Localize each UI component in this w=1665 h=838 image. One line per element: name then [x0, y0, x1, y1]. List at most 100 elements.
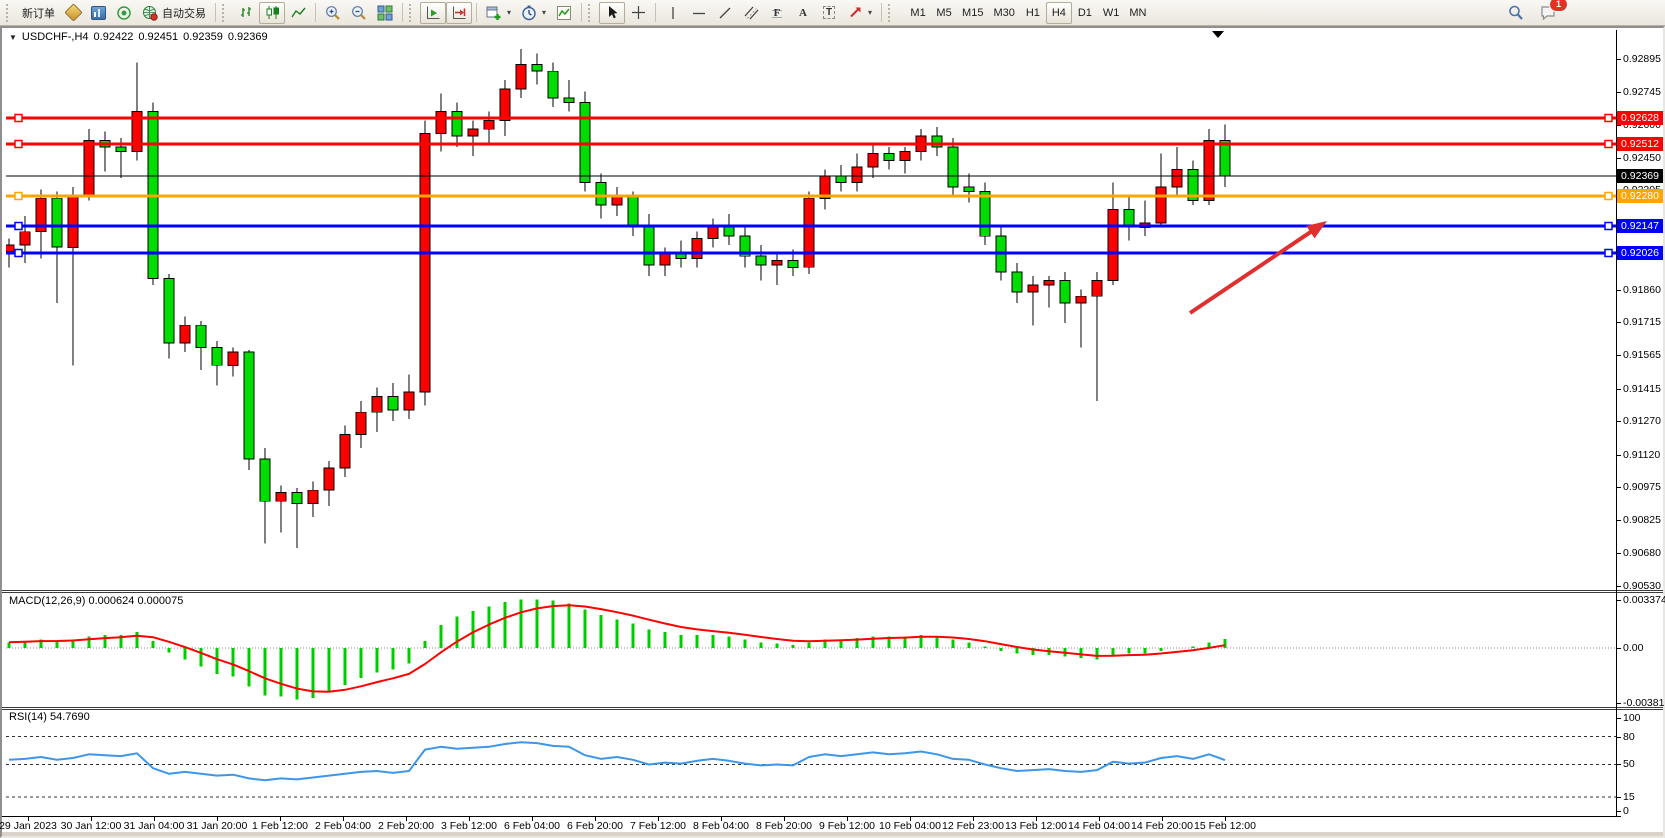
- arrows-dropdown[interactable]: ▾: [868, 8, 873, 17]
- candlestick-chart-button[interactable]: [259, 1, 285, 24]
- price-level-badge[interactable]: 0.92512: [1617, 137, 1663, 152]
- signals-button[interactable]: [111, 2, 137, 24]
- timeframe-button-h4[interactable]: H4: [1045, 1, 1072, 24]
- timeframe-button-m5[interactable]: M5: [931, 2, 957, 24]
- new-order-button[interactable]: 新订单: [17, 2, 60, 24]
- line-handle[interactable]: [14, 221, 23, 231]
- price-axis-tick: [1616, 58, 1621, 60]
- community-button[interactable]: [86, 2, 111, 24]
- arrow-annotation-head[interactable]: [1306, 221, 1327, 239]
- timeframe-button-d1[interactable]: D1: [1072, 2, 1098, 24]
- chart-ohlc-line: ▼ USDCHF-,H4 0.92422 0.92451 0.92359 0.9…: [9, 31, 268, 43]
- crosshair-button[interactable]: [625, 2, 651, 24]
- line-handle[interactable]: [14, 248, 23, 258]
- line-handle[interactable]: [1604, 248, 1613, 258]
- metaeditor-button[interactable]: [60, 2, 86, 24]
- label-tool-button[interactable]: T: [816, 2, 842, 24]
- candlestick-chart-icon: [264, 5, 280, 21]
- price-axis-label: 0.91270: [1623, 415, 1661, 428]
- price-pane[interactable]: [6, 30, 1616, 590]
- timeframe-button-m15[interactable]: M15: [957, 2, 988, 24]
- line-handle[interactable]: [1604, 221, 1613, 231]
- timeframe-button-mn[interactable]: MN: [1124, 2, 1151, 24]
- price-axis-line: [1616, 30, 1617, 816]
- timeframe-button-m1[interactable]: M1: [905, 2, 931, 24]
- arrow-annotation[interactable]: [1188, 228, 1315, 315]
- price-level-badge[interactable]: 0.92369: [1617, 169, 1663, 184]
- candle-body: [867, 153, 879, 168]
- line-chart-button[interactable]: [285, 2, 311, 24]
- pane-separator[interactable]: [2, 590, 1663, 593]
- candle-body: [627, 195, 639, 226]
- candle-body: [1107, 208, 1119, 282]
- toolbar-grip[interactable]: [888, 3, 895, 22]
- line-handle[interactable]: [14, 191, 23, 201]
- tile-windows-button[interactable]: [372, 2, 398, 24]
- periods-button[interactable]: ▾: [516, 2, 551, 24]
- candle-body: [1155, 186, 1167, 224]
- candle-body: [659, 253, 671, 266]
- text-tool-button[interactable]: A: [790, 2, 816, 24]
- price-axis-tick: [1616, 520, 1621, 522]
- collapse-ohlc-icon[interactable]: ▼: [9, 32, 17, 42]
- chart-window: [0, 26, 1665, 838]
- cursor-button[interactable]: [599, 1, 626, 24]
- zoom-in-button[interactable]: [320, 2, 346, 24]
- candle-body: [787, 260, 799, 268]
- line-handle[interactable]: [1604, 191, 1613, 201]
- candle-body: [563, 97, 575, 103]
- trendline-tool-button[interactable]: [712, 2, 738, 24]
- candle-body: [483, 119, 495, 130]
- candle-body: [1091, 280, 1103, 297]
- toolbar-grip[interactable]: [588, 3, 595, 22]
- pane-separator[interactable]: [2, 707, 1663, 710]
- horizontal-line-tool-button[interactable]: [686, 2, 712, 24]
- auto-scroll-button[interactable]: [420, 1, 446, 24]
- chart-shift-button[interactable]: [446, 1, 472, 24]
- toolbar-grip[interactable]: [222, 3, 229, 22]
- macd-axis-tick: [1616, 647, 1621, 649]
- vertical-line-tool-button[interactable]: [660, 2, 686, 24]
- timeframe-button-m30[interactable]: M30: [988, 2, 1019, 24]
- macd-pane[interactable]: [6, 593, 1616, 707]
- time-axis-line: [2, 816, 1621, 817]
- autotrading-button[interactable]: 自动交易: [137, 2, 211, 24]
- price-axis-tick: [1616, 321, 1621, 323]
- timeframe-button-w1[interactable]: W1: [1098, 2, 1125, 24]
- channel-tool-button[interactable]: [738, 2, 764, 24]
- price-axis-label: 0.91565: [1623, 349, 1661, 362]
- line-handle[interactable]: [14, 139, 23, 149]
- time-axis-label: 6 Feb 04:00: [503, 820, 561, 832]
- price-level-badge[interactable]: 0.92147: [1617, 218, 1663, 233]
- metaeditor-icon: [63, 3, 83, 22]
- price-axis-label: 0.91415: [1623, 382, 1661, 395]
- toolbar-grip[interactable]: [6, 3, 13, 22]
- new-chart-dropdown[interactable]: ▾: [507, 8, 512, 17]
- time-axis-tick: [973, 817, 974, 821]
- timeframe-button-h1[interactable]: H1: [1020, 2, 1046, 24]
- fibonacci-tool-button[interactable]: F: [764, 2, 790, 24]
- main-toolbar: 新订单 自动交易: [0, 0, 1665, 26]
- candle-body: [275, 491, 287, 502]
- indicators-button[interactable]: [551, 2, 577, 24]
- zoom-out-button[interactable]: [346, 2, 372, 24]
- arrows-tool-button[interactable]: ▾: [842, 2, 877, 24]
- rsi-axis-tick: [1616, 736, 1621, 738]
- price-axis-tick: [1616, 585, 1621, 587]
- periods-dropdown[interactable]: ▾: [542, 8, 547, 17]
- chart-shift-marker[interactable]: [1212, 31, 1224, 38]
- new-chart-button[interactable]: ▾: [481, 2, 516, 24]
- bar-chart-button[interactable]: [233, 2, 259, 24]
- line-handle[interactable]: [14, 113, 23, 123]
- price-level-badge[interactable]: 0.92026: [1617, 245, 1663, 260]
- price-level-badge[interactable]: 0.92628: [1617, 111, 1663, 126]
- line-handle[interactable]: [1604, 113, 1613, 123]
- line-handle[interactable]: [1604, 139, 1613, 149]
- candle-body: [259, 458, 271, 502]
- rsi-pane[interactable]: [6, 710, 1616, 816]
- price-level-badge[interactable]: 0.92280: [1617, 189, 1663, 204]
- toolbar-grip[interactable]: [409, 3, 416, 22]
- search-button[interactable]: [1503, 2, 1529, 24]
- bar-chart-icon: [238, 5, 254, 21]
